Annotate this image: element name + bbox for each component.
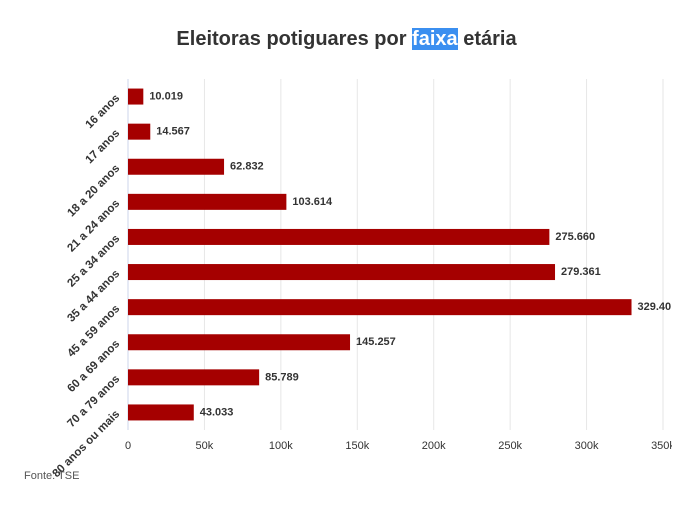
- value-label: 103.614: [292, 196, 333, 208]
- y-tick-label: 16 anos: [83, 92, 122, 131]
- x-tick-label: 50k: [196, 440, 214, 452]
- bar: [128, 334, 351, 351]
- bar: [128, 264, 556, 281]
- value-label: 275.660: [555, 231, 595, 243]
- bar: [128, 193, 287, 210]
- bar: [128, 228, 550, 245]
- value-label: 145.257: [356, 336, 396, 348]
- value-label: 279.361: [561, 266, 601, 278]
- bar: [128, 404, 194, 421]
- value-label: 62.832: [230, 161, 264, 173]
- x-tick-label: 200k: [422, 440, 446, 452]
- y-tick-label: 17 anos: [83, 127, 122, 166]
- title-part: Eleitoras potiguares por: [176, 28, 407, 50]
- bar: [128, 158, 225, 175]
- value-label: 85.789: [265, 371, 299, 383]
- bar: [128, 369, 260, 386]
- x-tick-label: 350k: [651, 440, 672, 452]
- x-tick-label: 150k: [345, 440, 369, 452]
- chart: 0 50k 100k 150k 200k 250k 300k 350k 16 anos 10.01…: [51, 79, 672, 480]
- value-label: 10.019: [149, 90, 183, 102]
- source: Fonte: TSE: [24, 470, 80, 482]
- x-tick-label: 0: [125, 440, 131, 452]
- x-tick-label: 300k: [575, 440, 599, 452]
- title-part-selected: faixa: [412, 28, 458, 50]
- x-tick-label: 250k: [498, 440, 522, 452]
- value-label: 14.567: [156, 126, 190, 138]
- title-part: etária: [463, 28, 517, 50]
- x-tick-label: 100k: [269, 440, 293, 452]
- value-label: 43.033: [200, 406, 234, 418]
- bar: [128, 123, 151, 140]
- value-label: 329.40: [638, 301, 672, 313]
- bar: [128, 299, 632, 316]
- bar: [128, 88, 144, 105]
- chart-title: Eleitoras potiguares por faixa etária: [0, 28, 693, 51]
